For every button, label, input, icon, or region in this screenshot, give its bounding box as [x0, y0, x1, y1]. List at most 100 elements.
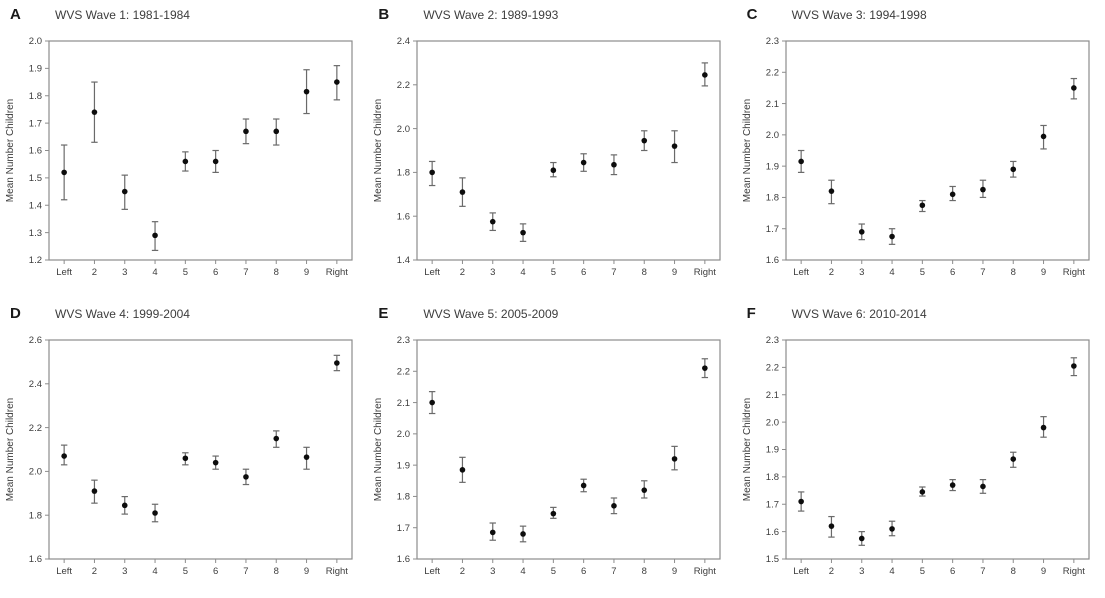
- panel-letter: B: [378, 6, 390, 23]
- svg-text:1.9: 1.9: [765, 445, 778, 456]
- svg-text:1.5: 1.5: [765, 554, 778, 565]
- svg-text:Right: Right: [1062, 267, 1085, 278]
- svg-text:2.0: 2.0: [765, 417, 778, 428]
- svg-text:1.6: 1.6: [397, 554, 410, 565]
- chart-canvas: 1.6 1.7 1.8 1.9 2.0 2.1 2.2 2.3 Left 2 3 4 5 6 7 8 9 Righ…: [742, 36, 1090, 278]
- chart-canvas: 1.6 1.7 1.8 1.9 2.0 2.1 2.2 2.3 Left 2 3 4 5 6 7 8 9 Righ…: [373, 335, 721, 577]
- svg-text:1.4: 1.4: [29, 200, 42, 211]
- svg-text:1.9: 1.9: [29, 64, 42, 75]
- svg-text:2.0: 2.0: [29, 36, 42, 47]
- svg-text:3: 3: [490, 267, 495, 278]
- svg-text:9: 9: [1041, 267, 1046, 278]
- svg-text:Left: Left: [793, 566, 809, 577]
- svg-text:2.1: 2.1: [765, 390, 778, 401]
- svg-text:4: 4: [889, 566, 894, 577]
- svg-text:1.7: 1.7: [765, 224, 778, 235]
- svg-text:2: 2: [460, 566, 465, 577]
- svg-text:2.4: 2.4: [397, 36, 410, 47]
- svg-text:7: 7: [243, 566, 248, 577]
- chart-panel-e: E WVS Wave 5: 2005-2009 1.6 1.7 1.8 1.9 2.0 2…: [368, 299, 736, 598]
- svg-text:1.6: 1.6: [29, 554, 42, 565]
- svg-text:6: 6: [581, 267, 586, 278]
- svg-text:1.5: 1.5: [29, 173, 42, 184]
- panel-letter: D: [10, 305, 22, 322]
- svg-text:2.0: 2.0: [29, 467, 42, 478]
- svg-text:3: 3: [859, 267, 864, 278]
- svg-text:3: 3: [859, 566, 864, 577]
- chart-canvas: 1.6 1.8 2.0 2.2 2.4 2.6 Left 2 3 4 5 6 7 8 9 Right Mean …: [5, 335, 353, 577]
- svg-text:2: 2: [460, 267, 465, 278]
- svg-text:Left: Left: [425, 566, 441, 577]
- svg-text:2.6: 2.6: [29, 335, 42, 346]
- svg-text:8: 8: [642, 267, 647, 278]
- chart-panel-d: D WVS Wave 4: 1999-2004 1.6 1.8 2.0 2.2 2.4 2…: [0, 299, 368, 598]
- chart-title: WVS Wave 6: 2010-2014: [791, 307, 927, 321]
- svg-text:2.3: 2.3: [397, 335, 410, 346]
- svg-text:1.8: 1.8: [765, 472, 778, 483]
- svg-text:2.2: 2.2: [765, 363, 778, 374]
- svg-text:Right: Right: [326, 566, 349, 577]
- svg-text:4: 4: [152, 566, 157, 577]
- svg-text:9: 9: [1041, 566, 1046, 577]
- svg-text:8: 8: [1010, 267, 1015, 278]
- svg-text:7: 7: [243, 267, 248, 278]
- svg-text:7: 7: [980, 566, 985, 577]
- svg-text:6: 6: [213, 267, 218, 278]
- svg-text:2.0: 2.0: [397, 429, 410, 440]
- svg-text:8: 8: [274, 566, 279, 577]
- svg-text:Right: Right: [694, 267, 717, 278]
- chart-panel-f: F WVS Wave 6: 2010-2014 1.5 1.6 1.7 1.8 1.9 2…: [737, 299, 1105, 598]
- svg-text:1.4: 1.4: [397, 255, 410, 266]
- svg-text:1.9: 1.9: [397, 460, 410, 471]
- svg-text:1.7: 1.7: [29, 118, 42, 129]
- chart-title: WVS Wave 2: 1989-1993: [423, 8, 559, 22]
- svg-text:Right: Right: [694, 566, 717, 577]
- chart-title: WVS Wave 5: 2005-2009: [423, 307, 559, 321]
- svg-text:3: 3: [490, 566, 495, 577]
- svg-text:7: 7: [612, 267, 617, 278]
- svg-text:5: 5: [183, 566, 188, 577]
- svg-text:Mean Number Children: Mean Number Children: [5, 99, 16, 202]
- svg-text:Mean Number Children: Mean Number Children: [373, 99, 384, 202]
- svg-text:1.6: 1.6: [29, 146, 42, 157]
- svg-text:5: 5: [919, 267, 924, 278]
- svg-text:1.2: 1.2: [29, 255, 42, 266]
- svg-text:Left: Left: [56, 267, 72, 278]
- svg-text:3: 3: [122, 267, 127, 278]
- svg-text:Mean Number Children: Mean Number Children: [373, 398, 384, 501]
- svg-text:2.4: 2.4: [29, 379, 42, 390]
- svg-text:1.8: 1.8: [397, 168, 410, 179]
- panel-letter: E: [378, 305, 389, 322]
- svg-text:2.0: 2.0: [765, 130, 778, 141]
- svg-text:9: 9: [304, 267, 309, 278]
- svg-text:2: 2: [92, 566, 97, 577]
- svg-text:2.1: 2.1: [397, 398, 410, 409]
- svg-text:Mean Number Children: Mean Number Children: [5, 398, 16, 501]
- chart-title: WVS Wave 4: 1999-2004: [55, 307, 190, 321]
- svg-text:8: 8: [1010, 566, 1015, 577]
- svg-text:5: 5: [919, 566, 924, 577]
- svg-text:1.6: 1.6: [765, 527, 778, 538]
- svg-text:2.2: 2.2: [29, 423, 42, 434]
- svg-text:Left: Left: [425, 267, 441, 278]
- svg-text:2.0: 2.0: [397, 124, 410, 135]
- svg-text:2.2: 2.2: [397, 80, 410, 91]
- svg-text:2.3: 2.3: [765, 335, 778, 346]
- svg-text:6: 6: [950, 267, 955, 278]
- svg-text:7: 7: [980, 267, 985, 278]
- svg-text:Right: Right: [1062, 566, 1085, 577]
- svg-text:2: 2: [828, 566, 833, 577]
- svg-text:9: 9: [304, 566, 309, 577]
- svg-text:5: 5: [551, 267, 556, 278]
- svg-text:7: 7: [612, 566, 617, 577]
- svg-text:Mean Number Children: Mean Number Children: [742, 99, 753, 202]
- svg-text:2.2: 2.2: [397, 366, 410, 377]
- svg-text:1.8: 1.8: [397, 492, 410, 503]
- chart-canvas: 1.4 1.6 1.8 2.0 2.2 2.4 Left 2 3 4 5 6 7 8 9 Right Mean …: [373, 36, 721, 278]
- svg-text:1.6: 1.6: [397, 211, 410, 222]
- svg-text:Mean Number Children: Mean Number Children: [742, 398, 753, 501]
- svg-text:6: 6: [213, 566, 218, 577]
- svg-text:2.3: 2.3: [765, 36, 778, 47]
- svg-text:4: 4: [521, 267, 526, 278]
